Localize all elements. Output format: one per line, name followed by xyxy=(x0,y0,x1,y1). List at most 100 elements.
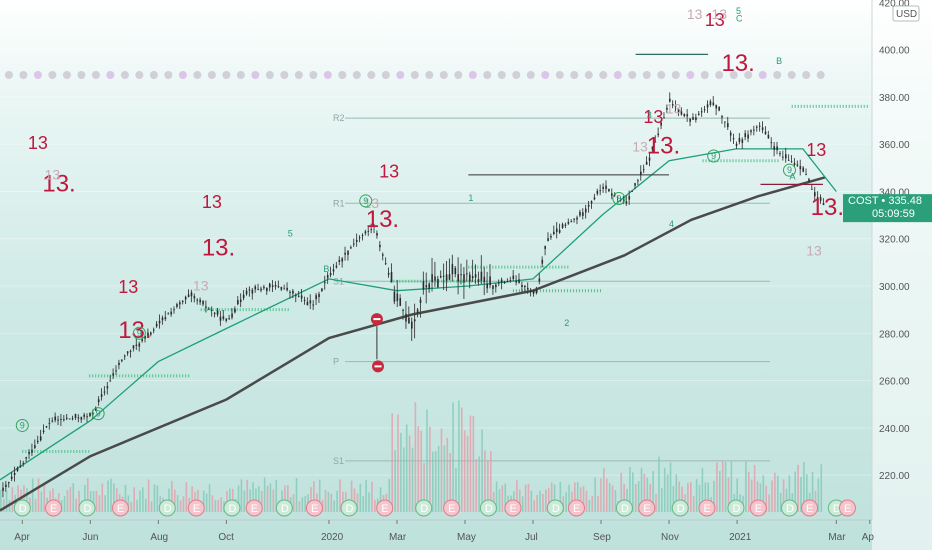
event-dividend-badge[interactable] xyxy=(780,499,798,517)
candle-body xyxy=(138,343,141,347)
candle-body xyxy=(254,286,257,290)
volume-bar xyxy=(252,482,254,512)
candle-body xyxy=(793,162,796,165)
candle-body xyxy=(234,308,236,313)
candle-body xyxy=(706,104,709,108)
event-dividend-badge[interactable] xyxy=(340,499,358,517)
currency-box xyxy=(892,5,920,22)
candle-body xyxy=(187,294,190,297)
candle-body xyxy=(312,304,315,306)
event-dividend-badge[interactable] xyxy=(546,499,564,517)
td-count-13: 13. xyxy=(118,317,151,344)
candle-body xyxy=(590,201,593,204)
candle-body xyxy=(379,244,381,248)
event-earnings-badge[interactable] xyxy=(245,499,263,517)
volume-bar xyxy=(481,429,483,512)
candle-body xyxy=(170,311,172,315)
candle-body xyxy=(718,106,720,111)
candle-body xyxy=(405,313,407,322)
wave-label: B xyxy=(776,56,782,66)
candle-body xyxy=(121,359,123,362)
candle-body xyxy=(584,208,587,213)
candle-body xyxy=(341,258,344,262)
candle-body xyxy=(411,321,413,329)
x-tick-label: Jul xyxy=(525,532,538,543)
candle-body xyxy=(48,423,51,425)
volume-bar xyxy=(568,484,570,512)
volume-bar xyxy=(150,501,153,512)
y-tick-label: 320.00 xyxy=(879,235,910,246)
volume-bar xyxy=(504,483,507,512)
volume-bar xyxy=(202,490,205,512)
candle-body xyxy=(547,238,549,241)
volume-bar xyxy=(258,486,260,512)
event-dividend-badge[interactable] xyxy=(158,499,176,517)
event-dividend-badge[interactable] xyxy=(415,499,433,517)
last-price-tag[interactable] xyxy=(843,194,932,223)
volume-bar xyxy=(463,430,466,512)
volume-bar xyxy=(501,485,504,512)
volume-bar xyxy=(794,471,796,512)
candle-body xyxy=(695,117,697,120)
candle-body xyxy=(553,231,555,234)
candle-body xyxy=(744,133,747,137)
event-d-label: D xyxy=(485,503,493,515)
candle-body xyxy=(593,197,596,200)
event-earnings-badge[interactable] xyxy=(801,499,819,517)
event-dividend-badge[interactable] xyxy=(275,499,293,517)
indicator-dot xyxy=(512,71,521,79)
indicator-dot xyxy=(236,71,245,79)
volume-bar xyxy=(707,482,710,512)
event-dividend-badge[interactable] xyxy=(223,499,241,517)
candle-body xyxy=(54,416,57,421)
event-earnings-badge[interactable] xyxy=(111,499,129,517)
pivot-label: S1 xyxy=(333,456,344,466)
event-dividend-badge[interactable] xyxy=(479,499,497,517)
volume-bar xyxy=(139,490,141,512)
event-dividend-badge[interactable] xyxy=(13,499,31,517)
event-earnings-badge[interactable] xyxy=(504,499,522,517)
event-earnings-badge[interactable] xyxy=(305,499,323,517)
candle-body xyxy=(692,117,694,120)
event-earnings-badge[interactable] xyxy=(376,499,394,517)
candle-body xyxy=(483,276,486,283)
event-earnings-badge[interactable] xyxy=(698,499,716,517)
volume-bar xyxy=(173,489,176,512)
candle-body xyxy=(564,224,567,226)
event-earnings-badge[interactable] xyxy=(838,499,856,517)
event-earnings-badge[interactable] xyxy=(638,499,656,517)
event-earnings-badge[interactable] xyxy=(45,499,63,517)
x-tick-label: Ap xyxy=(862,532,875,543)
candle-body xyxy=(729,132,732,136)
event-earnings-badge[interactable] xyxy=(187,499,205,517)
event-e-label: E xyxy=(448,503,455,515)
volume-bar xyxy=(527,483,530,512)
candle-body xyxy=(442,275,445,277)
volume-bar xyxy=(426,409,428,512)
event-dividend-badge[interactable] xyxy=(615,499,633,517)
indicator-dot xyxy=(309,71,318,79)
volume-bar xyxy=(182,496,185,512)
candle-body xyxy=(22,462,25,464)
candle-body xyxy=(161,317,164,321)
event-dividend-badge[interactable] xyxy=(727,499,745,517)
event-earnings-badge[interactable] xyxy=(443,499,461,517)
volume-bar xyxy=(371,481,373,512)
volume-bar xyxy=(579,487,582,512)
event-dividend-badge[interactable] xyxy=(78,499,96,517)
event-dividend-badge[interactable] xyxy=(671,499,689,517)
candle-body xyxy=(355,239,358,242)
volume-bar xyxy=(362,496,365,512)
candle-body xyxy=(764,131,767,135)
indicator-dot xyxy=(802,71,811,79)
indicator-dot xyxy=(584,71,593,79)
td-count-13: 13 xyxy=(118,277,138,297)
event-earnings-badge[interactable] xyxy=(568,499,586,517)
event-earnings-badge[interactable] xyxy=(749,499,767,517)
candle-body xyxy=(666,107,668,110)
candle-body xyxy=(727,123,729,128)
volume-bar xyxy=(405,424,408,512)
candle-body xyxy=(231,313,233,318)
